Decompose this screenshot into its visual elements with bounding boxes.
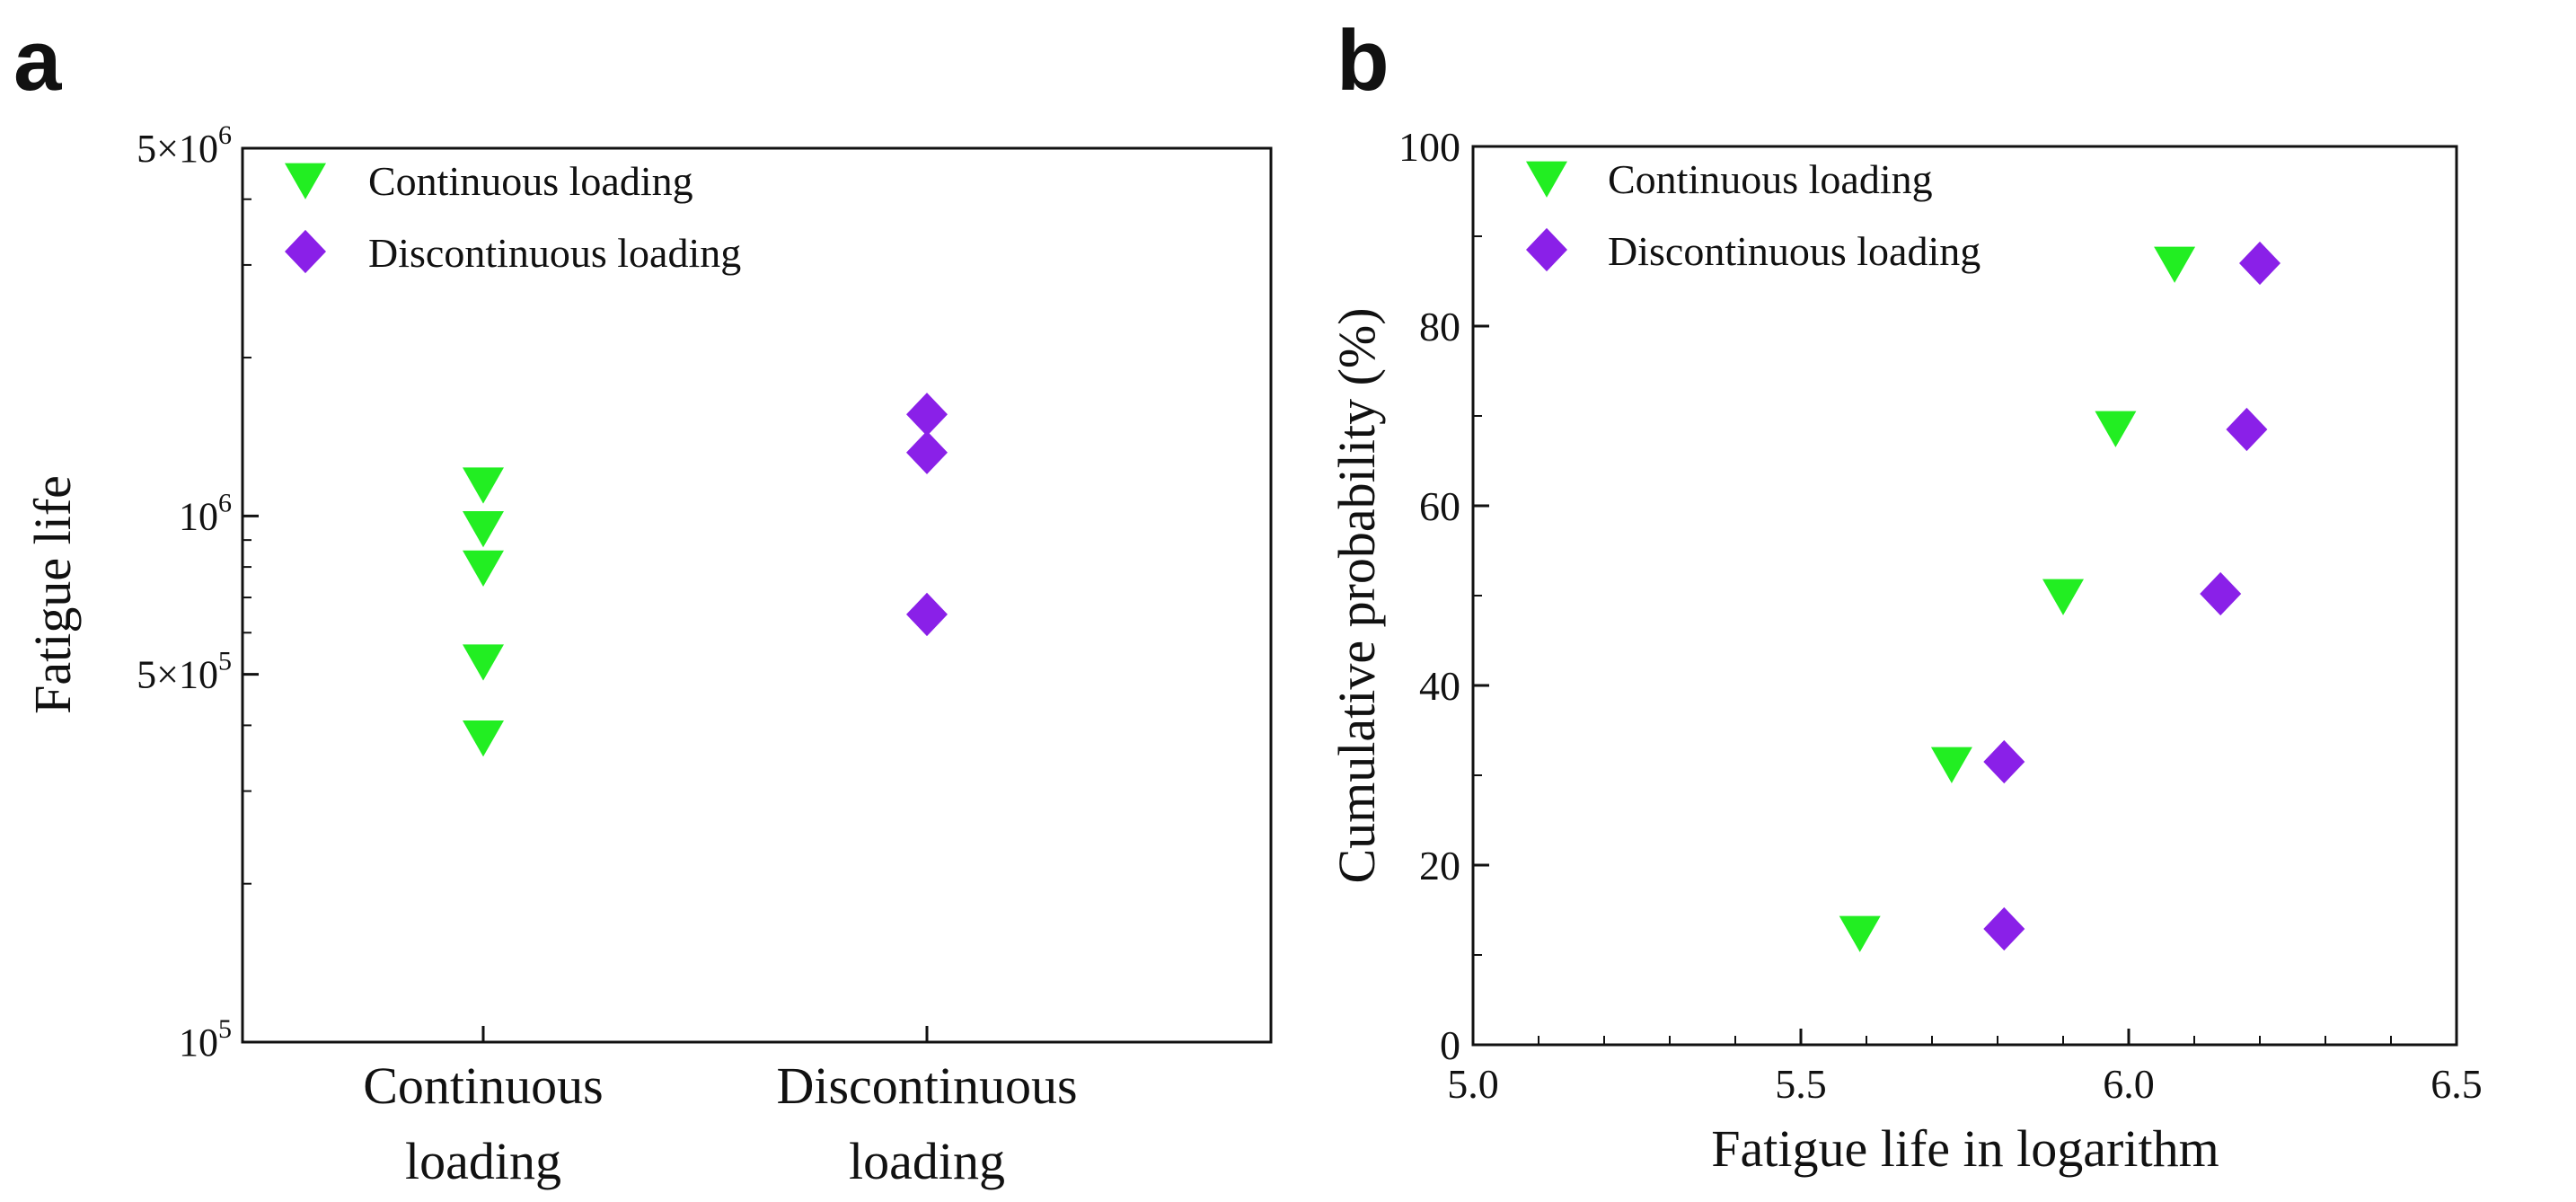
- legend-marker-discontinuous: [285, 229, 326, 274]
- legend-label-continuous: Continuous loading: [1608, 156, 1933, 202]
- y-tick-label-base: 5×10: [137, 653, 218, 697]
- y-tick-label: 106: [179, 488, 232, 538]
- data-point-triangle: [463, 550, 504, 587]
- y-tick-label-exp: 6: [218, 120, 232, 150]
- y-tick-label-base: 5×10: [137, 127, 218, 171]
- data-point-triangle: [2042, 579, 2084, 615]
- panel-a-legend: Continuous loading Discontinuous loading: [285, 158, 741, 276]
- data-point-triangle: [1930, 747, 1972, 783]
- data-point-diamond: [2239, 241, 2280, 286]
- legend-marker-continuous: [285, 163, 326, 199]
- y-tick-label: 100: [1398, 124, 1460, 170]
- panel-b-plot-frame: [1471, 145, 2458, 1047]
- data-point-triangle: [463, 467, 504, 504]
- x-tick-label: 5.5: [1775, 1061, 1827, 1107]
- y-tick-label-base: 10: [179, 1021, 218, 1065]
- x-category-label: Discontinuous: [776, 1056, 1077, 1115]
- legend-marker-discontinuous: [1526, 227, 1567, 272]
- y-tick-label-base: 10: [179, 494, 218, 538]
- data-point-diamond: [906, 592, 948, 637]
- data-point-triangle: [2095, 411, 2137, 447]
- data-point-triangle: [463, 720, 504, 757]
- data-point-diamond: [2200, 571, 2242, 616]
- panel-b-y-ticks: 0 20 40 60 80 100: [1398, 124, 1489, 1068]
- panel-b-label: b: [1337, 13, 1389, 109]
- data-point-triangle: [463, 644, 504, 681]
- data-point-diamond: [1983, 906, 2025, 951]
- x-tick-label: 6.0: [2103, 1061, 2155, 1107]
- x-category-label: Continuous: [363, 1056, 604, 1115]
- x-category-label: loading: [849, 1132, 1005, 1190]
- panel-b-x-ticks: 5.0 5.5 6.0 6.5: [1447, 1029, 2483, 1107]
- y-tick-label: 40: [1419, 663, 1460, 709]
- y-tick-label: 5×106: [137, 120, 232, 171]
- data-point-diamond: [906, 393, 948, 437]
- panel-a-ylabel: Fatigue life: [23, 475, 82, 714]
- y-tick-label: 20: [1419, 843, 1460, 888]
- legend-label-continuous: Continuous loading: [368, 158, 693, 204]
- y-tick-label: 60: [1419, 483, 1460, 529]
- panel-b: b Cumulative probability (%) Fatigue lif…: [1328, 13, 2483, 1178]
- y-tick-label-exp: 5: [218, 647, 232, 676]
- x-category-label: loading: [405, 1132, 561, 1190]
- panel-b-points: [1839, 241, 2280, 952]
- data-point-triangle: [463, 510, 504, 548]
- panel-a-plot-frame: [241, 146, 1273, 1044]
- y-tick-label-exp: 6: [218, 488, 232, 517]
- y-tick-label-exp: 5: [218, 1014, 232, 1044]
- x-tick-label: 6.5: [2430, 1061, 2483, 1107]
- legend-marker-continuous: [1526, 161, 1567, 198]
- panel-a-points: [463, 393, 948, 757]
- x-tick-label: 5.0: [1447, 1061, 1499, 1107]
- data-point-diamond: [906, 430, 948, 474]
- legend-label-discontinuous: Discontinuous loading: [1608, 228, 1981, 274]
- data-point-triangle: [1839, 915, 1881, 952]
- panel-a-label: a: [13, 13, 62, 109]
- data-point-triangle: [2154, 246, 2196, 283]
- y-tick-label: 0: [1440, 1022, 1460, 1068]
- panel-a-x-categories: Continuous loading Discontinuous loading: [363, 1026, 1078, 1190]
- data-point-diamond: [2226, 407, 2268, 452]
- panel-b-legend: Continuous loading Discontinuous loading: [1526, 156, 1981, 274]
- panel-b-xlabel: Fatigue life in logarithm: [1711, 1119, 2219, 1178]
- data-point-diamond: [1983, 739, 2025, 784]
- y-tick-label: 105: [179, 1014, 232, 1065]
- legend-label-discontinuous: Discontinuous loading: [368, 230, 741, 276]
- y-tick-label: 5×105: [137, 647, 232, 697]
- panel-b-ylabel: Cumulative probability (%): [1328, 307, 1386, 883]
- y-tick-label: 80: [1419, 304, 1460, 349]
